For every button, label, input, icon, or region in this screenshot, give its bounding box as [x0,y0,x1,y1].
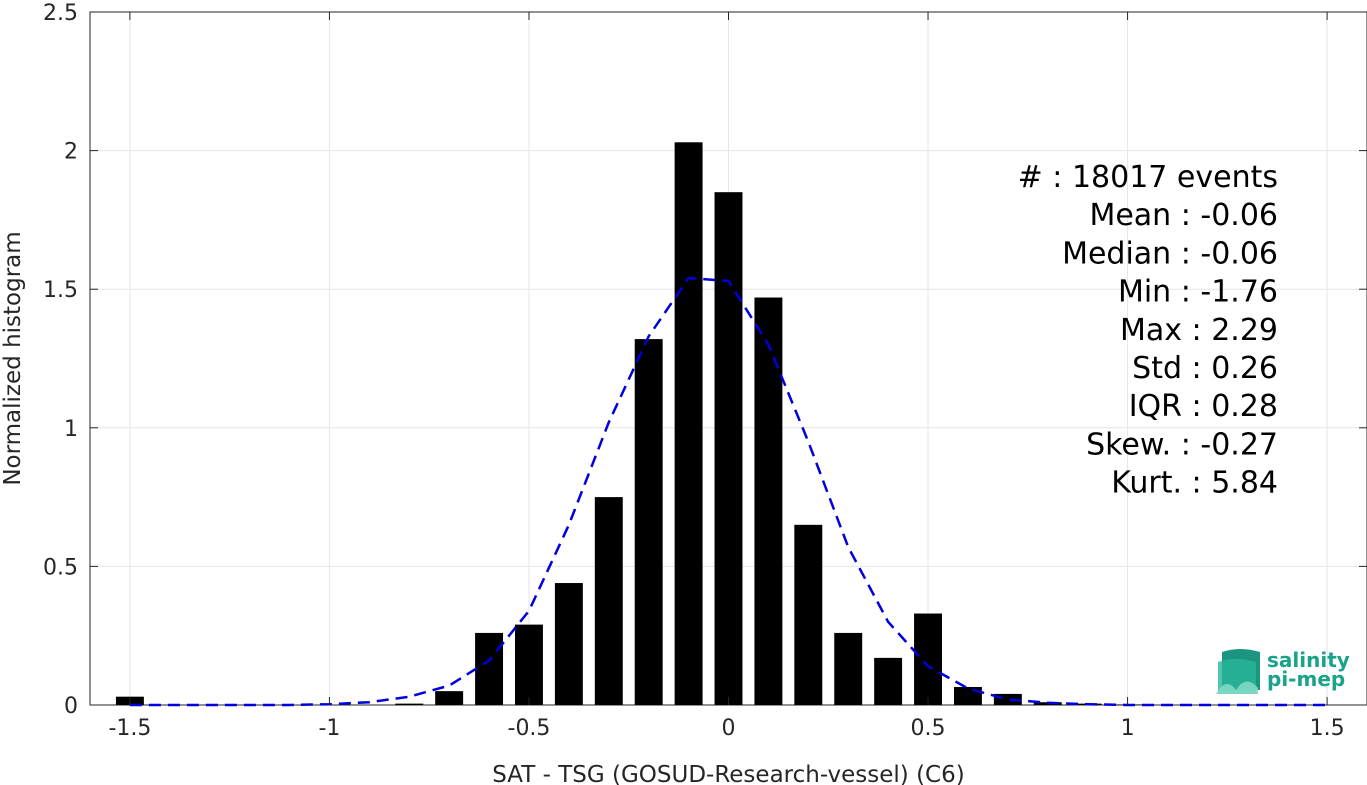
histogram-bar [834,632,863,705]
histogram-bar [754,297,783,705]
bars [115,142,1142,705]
histogram-bar [953,686,982,705]
histogram-bar [395,703,424,705]
histogram-bar [674,142,703,705]
x-tick-label: 0 [722,716,736,741]
x-tick-label: 0.5 [911,716,946,741]
histogram-bar [554,583,583,705]
y-axis-label: Normalized histogram [0,231,26,485]
y-tick-label: 2 [64,140,78,165]
wave-logo-icon [1216,649,1260,694]
histogram-bar [874,657,903,705]
stat-line: Median : -0.06 [1062,236,1278,271]
x-tick-label: -1.5 [108,716,151,741]
histogram-bar [993,693,1022,705]
histogram-bar [634,339,663,705]
axis-ticks: -1.5 -1 -0.5 0 0.5 1 1.5 0 0.5 1 1.5 2 2.5 [43,1,1367,741]
stat-line: Mean : -0.06 [1089,198,1278,233]
y-tick-label: 1.5 [43,278,78,303]
stat-line: Min : -1.76 [1118,275,1278,310]
stat-line: Std : 0.26 [1132,351,1278,386]
logo-line2: pi-mep [1267,667,1345,691]
histogram-bar [435,691,464,705]
salinity-pi-mep-logo: salinity pi-mep [1216,648,1350,694]
histogram-bar [714,192,743,705]
y-tick-label: 2.5 [43,1,78,26]
x-tick-label: -1 [318,716,340,741]
x-tick-label: -0.5 [508,716,551,741]
x-tick-label: 1.5 [1310,716,1345,741]
histogram-bar [794,524,823,705]
stat-line: Skew. : -0.27 [1086,427,1278,462]
y-tick-label: 0 [64,694,78,719]
histogram-bar [475,632,504,705]
stat-line: Kurt. : 5.84 [1111,466,1278,501]
x-tick-label: 1 [1121,716,1135,741]
stat-line: # : 18017 events [1018,160,1278,195]
logo-line1: salinity [1267,648,1350,672]
histogram-bar [914,613,942,705]
histogram-bar [515,624,543,705]
x-axis-label: SAT - TSG (GOSUD-Research-vessel) (C6) [492,762,964,785]
y-tick-label: 1 [64,417,78,442]
y-tick-label: 0.5 [43,555,78,580]
stat-line: Max : 2.29 [1120,313,1278,348]
stat-line: IQR : 0.28 [1129,389,1278,424]
histogram-bar [594,497,623,705]
